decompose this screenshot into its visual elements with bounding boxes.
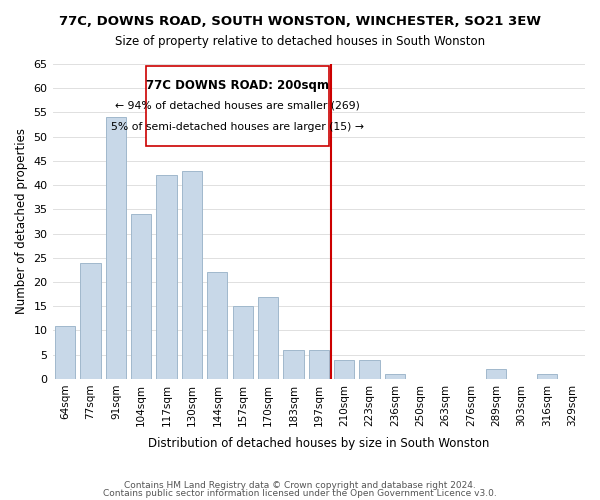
Bar: [55, 326, 76, 379]
Text: Contains public sector information licensed under the Open Government Licence v3: Contains public sector information licen…: [103, 488, 497, 498]
Bar: [537, 374, 557, 379]
Bar: [486, 369, 506, 379]
Bar: [146, 66, 329, 146]
Bar: [308, 350, 329, 379]
Bar: [182, 170, 202, 379]
Bar: [207, 272, 227, 379]
Text: 77C DOWNS ROAD: 200sqm: 77C DOWNS ROAD: 200sqm: [146, 80, 329, 92]
Y-axis label: Number of detached properties: Number of detached properties: [15, 128, 28, 314]
X-axis label: Distribution of detached houses by size in South Wonston: Distribution of detached houses by size …: [148, 437, 490, 450]
Bar: [233, 306, 253, 379]
Text: ← 94% of detached houses are smaller (269): ← 94% of detached houses are smaller (26…: [115, 100, 360, 110]
Bar: [334, 360, 354, 379]
Text: Size of property relative to detached houses in South Wonston: Size of property relative to detached ho…: [115, 35, 485, 48]
Bar: [131, 214, 151, 379]
Bar: [258, 296, 278, 379]
Bar: [385, 374, 405, 379]
Text: Contains HM Land Registry data © Crown copyright and database right 2024.: Contains HM Land Registry data © Crown c…: [124, 481, 476, 490]
Text: 77C, DOWNS ROAD, SOUTH WONSTON, WINCHESTER, SO21 3EW: 77C, DOWNS ROAD, SOUTH WONSTON, WINCHEST…: [59, 15, 541, 28]
Bar: [359, 360, 380, 379]
Bar: [157, 176, 177, 379]
Bar: [283, 350, 304, 379]
Bar: [80, 262, 101, 379]
Bar: [106, 118, 126, 379]
Text: 5% of semi-detached houses are larger (15) →: 5% of semi-detached houses are larger (1…: [111, 122, 364, 132]
